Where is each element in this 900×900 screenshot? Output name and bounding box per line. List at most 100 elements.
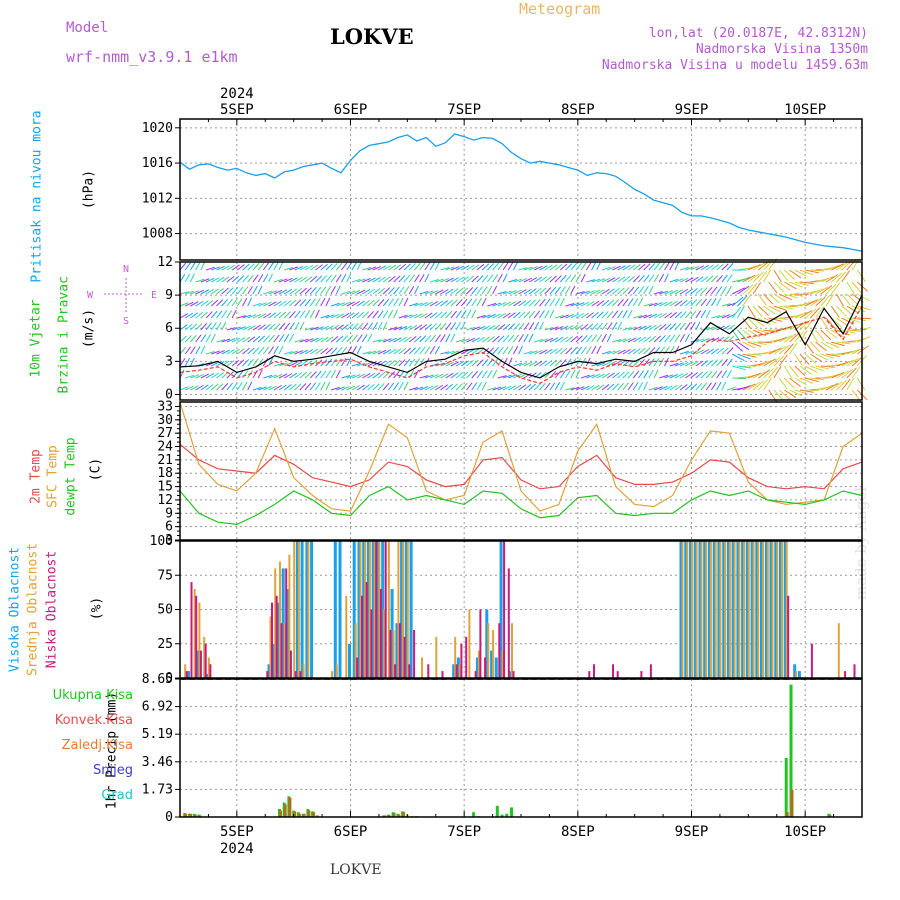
wind-arrow <box>362 362 371 367</box>
cloud-high-bar <box>267 664 271 678</box>
wind-arrow <box>497 335 505 343</box>
wind-arrow <box>382 276 391 283</box>
wind-arrow <box>247 274 254 283</box>
wind-arrow <box>549 348 558 355</box>
wind-arrow <box>476 359 484 367</box>
wind-arrow <box>294 288 303 295</box>
cloud-mid-bar <box>837 623 840 678</box>
cloud-high-bar <box>736 541 740 678</box>
wind-arrow <box>268 262 274 271</box>
day-label-bottom: 5SEP <box>220 824 254 840</box>
wind-arrow <box>575 386 585 391</box>
wind-arrow <box>591 311 599 319</box>
wind-arrow <box>195 311 203 319</box>
wind-arrow <box>700 338 710 343</box>
wind-arrow <box>247 325 256 331</box>
precip-convective-bar <box>189 813 192 817</box>
wind-arrow <box>502 301 512 307</box>
wind-arrow <box>195 334 202 343</box>
wind-arrow <box>507 301 517 307</box>
wind-arrow <box>200 278 210 283</box>
wind-arrow <box>632 275 640 283</box>
y-tick-label: 24 <box>157 440 173 455</box>
y-tick-label: 1016 <box>142 156 173 171</box>
wind-arrow <box>388 348 397 355</box>
cloud-high-bar <box>357 541 361 678</box>
wind-arrow <box>617 349 626 355</box>
wind-arrow <box>710 382 717 391</box>
cloud-low-bar <box>413 630 416 678</box>
wind-arrow <box>487 347 495 355</box>
wind-arrow <box>601 322 608 331</box>
wind-arrow <box>487 313 496 319</box>
precip-convective-bar <box>387 815 391 817</box>
wind-arrow <box>325 358 333 367</box>
wind-arrow <box>789 269 802 279</box>
wind-arrow <box>330 302 340 307</box>
wind-arrow <box>742 353 757 358</box>
wind-arrow <box>513 289 522 295</box>
wind-arrow <box>612 299 620 307</box>
wind-arrow <box>711 359 719 367</box>
wind-arrow <box>429 261 436 271</box>
elevation-label: Nadmorska Visina 1350m <box>695 42 868 57</box>
precip-convective-bar <box>785 812 789 817</box>
wind-arrow <box>559 358 567 367</box>
cloud-mid-bar <box>695 541 698 678</box>
wind-arrow <box>377 360 386 367</box>
wind-arrow <box>758 360 772 367</box>
wind-arrow <box>278 322 286 331</box>
wind-arrow <box>705 382 712 391</box>
wind-arrow <box>632 359 641 367</box>
wind-arrow <box>252 358 259 367</box>
wind-arrow <box>341 385 350 391</box>
wind-arrow <box>648 386 658 391</box>
y-tick-label: 6 <box>165 321 173 336</box>
wind-arrow <box>226 298 233 307</box>
wind-arrow <box>607 266 616 271</box>
wind-arrow <box>799 310 813 319</box>
wind-arrow <box>539 310 545 319</box>
wind-arrow <box>419 312 428 319</box>
wind-arrow <box>242 325 251 331</box>
compass-s: S <box>123 316 129 327</box>
wind-arrow <box>841 378 851 391</box>
wind-arrow <box>711 348 719 355</box>
wind-arrow <box>528 333 534 343</box>
wind-arrow <box>382 382 390 391</box>
wind-arrow <box>591 261 597 271</box>
precip-total-bar <box>500 814 504 817</box>
wind-arrow <box>299 298 307 307</box>
wind-arrow <box>523 361 533 367</box>
wind-arrow <box>679 333 686 343</box>
wind-arrow <box>351 385 360 391</box>
cloud-high-bar <box>409 541 413 678</box>
wind-arrow <box>216 372 224 379</box>
wind-arrow <box>242 381 248 391</box>
cloud-mid-bar <box>198 602 201 678</box>
wind-arrow <box>544 382 551 391</box>
wind-arrow <box>773 281 785 293</box>
wind-arrow <box>450 277 459 283</box>
wind-arrow <box>414 302 424 307</box>
wind-arrow <box>325 274 332 283</box>
footer-location: LOKVE <box>330 862 382 878</box>
wind-arrow <box>627 348 636 355</box>
wind-arrow <box>424 346 431 355</box>
wind-arrow <box>502 262 509 271</box>
wind-arrow <box>799 329 808 343</box>
wind-arrow <box>559 381 565 391</box>
wind-arrow <box>278 289 288 295</box>
day-label-top: 8SEP <box>561 102 595 118</box>
wind-arrow <box>216 276 225 283</box>
wind-arrow <box>507 346 514 355</box>
wind-arrow <box>226 287 234 295</box>
wind-arrow <box>685 288 693 295</box>
wind-arrow <box>247 286 253 295</box>
wind-arrow <box>466 298 473 307</box>
wind-arrow <box>372 288 381 295</box>
wind-arrow <box>195 278 205 283</box>
wind-arrow <box>559 263 568 271</box>
wind-arrow <box>299 321 305 331</box>
wind-arrow <box>185 374 194 379</box>
